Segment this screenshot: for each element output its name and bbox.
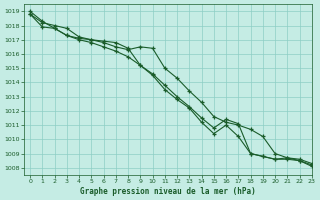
X-axis label: Graphe pression niveau de la mer (hPa): Graphe pression niveau de la mer (hPa) [80, 187, 256, 196]
